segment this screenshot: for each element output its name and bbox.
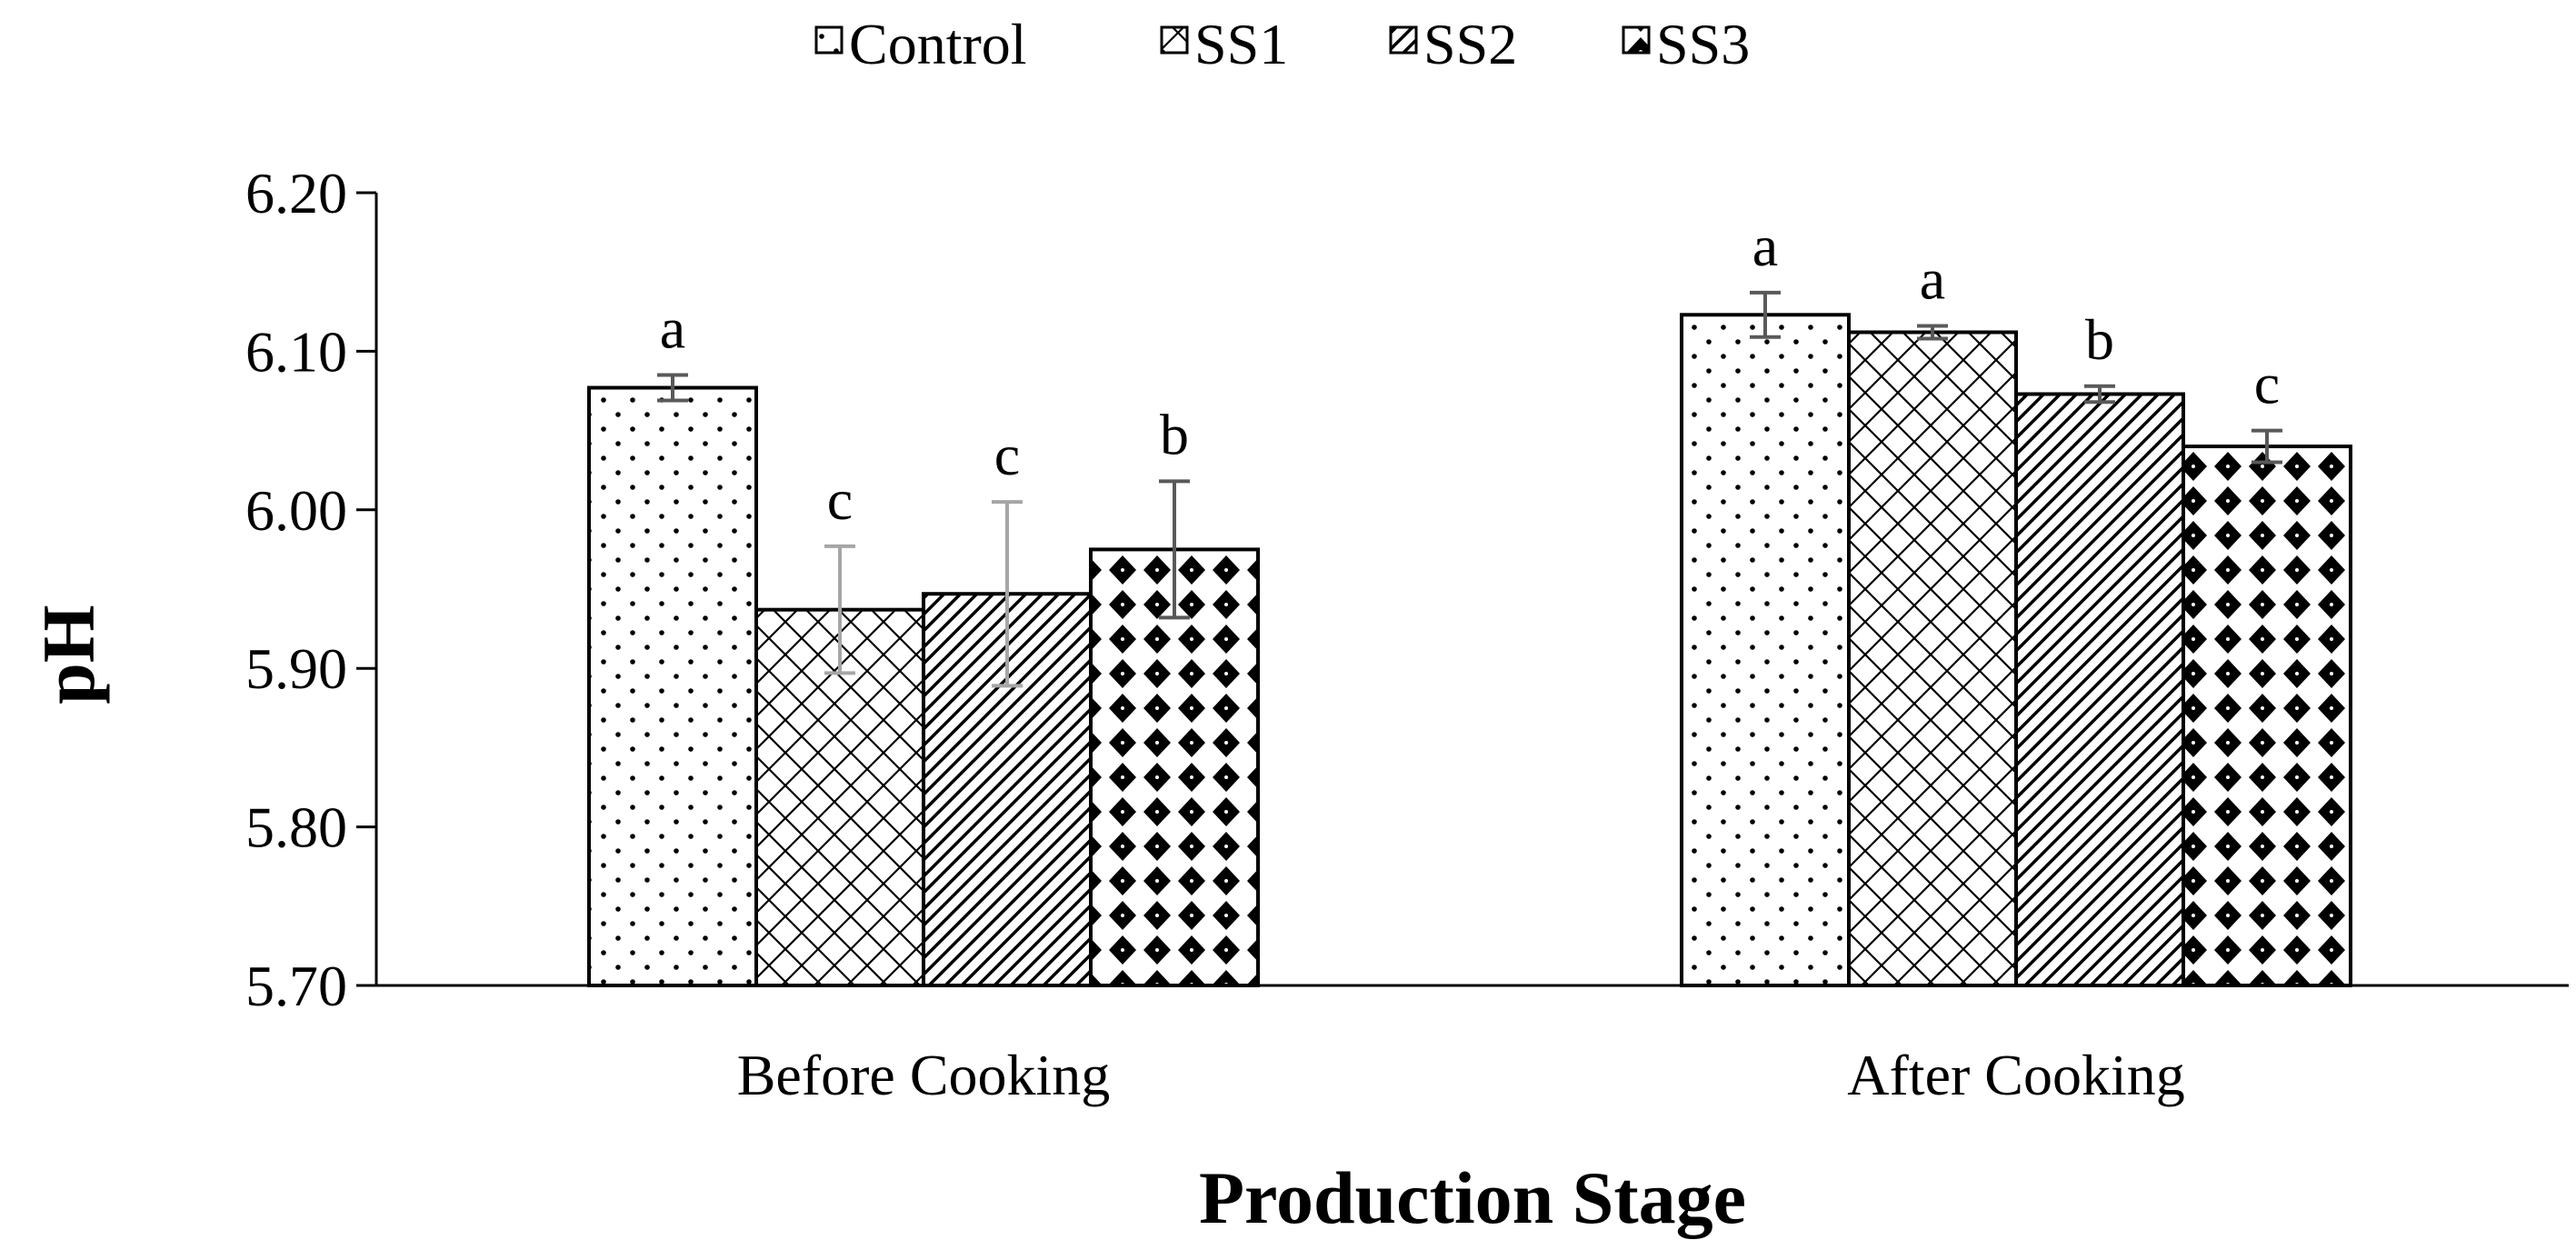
legend-swatch — [1389, 25, 1418, 55]
y-tick-label: 6.20 — [245, 161, 347, 225]
legend-label: SS1 — [1194, 12, 1288, 76]
legend-item-ss2: SS2 — [1389, 12, 1517, 76]
bar-ss3-before — [1089, 547, 1260, 988]
significance-letter: c — [2254, 352, 2280, 416]
bar-ss2-after — [2014, 392, 2185, 988]
bar-ss1-after — [1847, 330, 2018, 987]
bar-control-after — [1680, 313, 1851, 987]
y-tick-label: 5.70 — [245, 954, 347, 1018]
x-category-label: Before Cooking — [737, 1043, 1111, 1107]
significance-letter: c — [827, 467, 853, 532]
legend-item-ss1: SS1 — [1160, 12, 1288, 76]
legend-label: Control — [849, 12, 1027, 76]
y-axis-ticks: 5.70 5.80 5.90 6.00 6.10 6.20 — [245, 161, 376, 1018]
y-axis-title: pH — [27, 605, 110, 704]
legend-label: SS2 — [1423, 12, 1517, 76]
x-category-label: After Cooking — [1847, 1043, 2185, 1107]
significance-letter: b — [2085, 307, 2114, 372]
y-tick-label: 6.10 — [245, 319, 347, 384]
error-bar — [1159, 479, 1190, 620]
error-bar — [992, 500, 1023, 688]
error-bar — [824, 544, 855, 675]
significance-letter: c — [994, 423, 1020, 487]
x-axis-title: Production Stage — [1199, 1156, 1746, 1239]
legend: Control SS1 SS2 SS3 — [814, 12, 1750, 76]
bar-series: a c c b a a b c — [587, 214, 2352, 988]
legend-item-control: Control — [814, 12, 1027, 76]
legend-swatch — [1160, 25, 1189, 55]
y-tick-label: 6.00 — [245, 478, 347, 543]
significance-letter: a — [1920, 246, 1945, 311]
error-bar — [2084, 384, 2115, 405]
legend-swatch — [814, 25, 844, 55]
x-category-labels: Before Cooking After Cooking — [737, 1043, 2185, 1107]
significance-letter: a — [660, 296, 685, 361]
bar-ss3-after — [2182, 445, 2352, 988]
significance-letter: a — [1752, 214, 1778, 278]
error-bar — [1917, 324, 1948, 341]
legend-item-ss3: SS3 — [1622, 12, 1750, 76]
legend-label: SS3 — [1656, 12, 1750, 76]
y-tick-label: 5.90 — [245, 636, 347, 701]
y-tick-label: 5.80 — [245, 795, 347, 860]
significance-letter: b — [1160, 402, 1189, 466]
bar-control-before — [587, 385, 758, 987]
legend-swatch — [1622, 25, 1651, 55]
error-bar — [657, 373, 688, 403]
error-bar — [1750, 290, 1781, 339]
error-bar — [2252, 428, 2282, 465]
